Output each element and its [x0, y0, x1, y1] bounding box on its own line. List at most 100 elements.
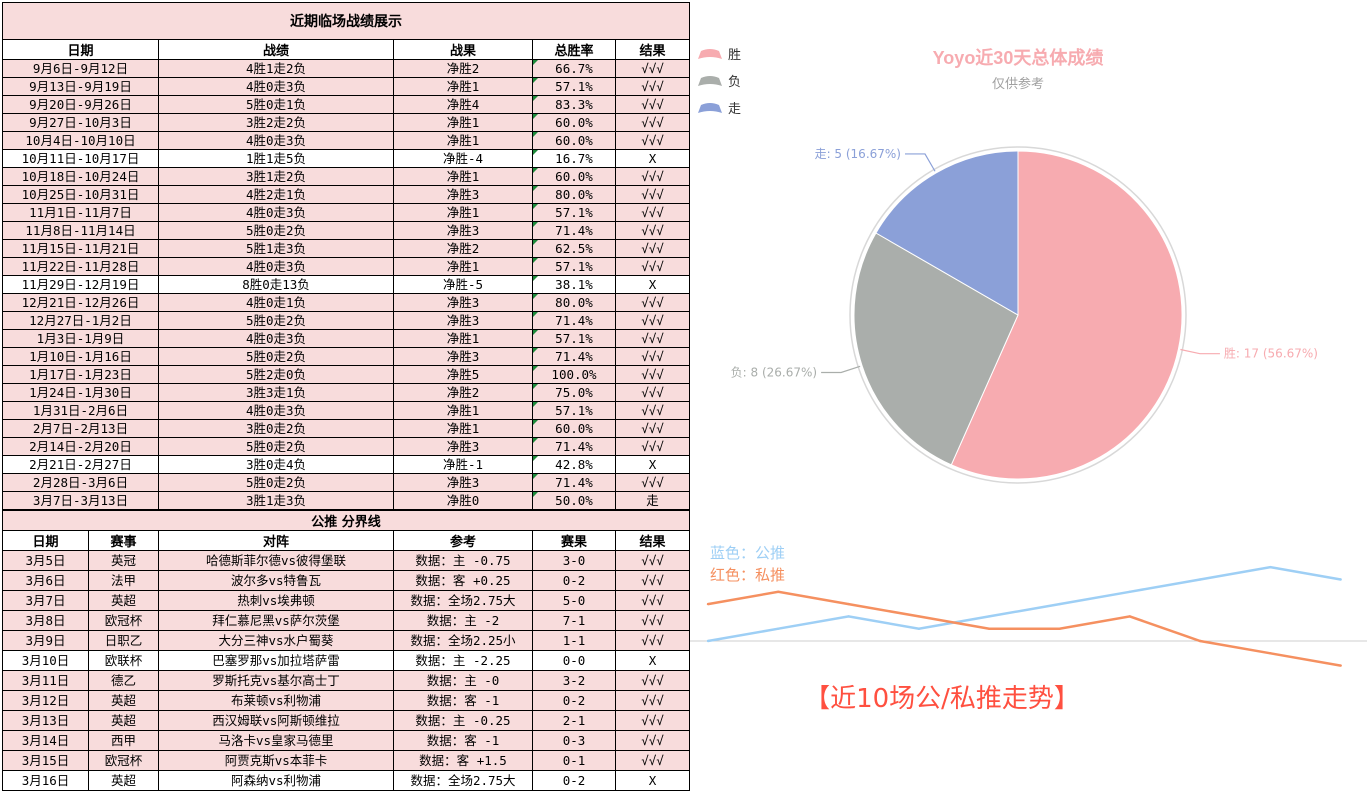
col-record-cell: 3胜1走2负 [158, 167, 394, 186]
pie-slice-label-2: 走: 5 (16.67%) [815, 147, 901, 161]
col-match-cell: 阿贾克斯vs本菲卡 [158, 750, 394, 771]
trend-point [988, 615, 991, 618]
trend-point [777, 590, 780, 593]
col-reference-cell: 数据：全场2.25小 [393, 630, 533, 651]
col-result-cell: √√√ [614, 630, 691, 651]
col-winrate-cell: 57.1% [532, 257, 616, 276]
col-result-cell: √√√ [614, 185, 691, 204]
col-score-cell: 0-2 [532, 770, 616, 791]
col-record-cell: 5胜0走2负 [158, 473, 394, 492]
col-outcome-cell: 净胜-5 [393, 275, 533, 294]
col-date-cell: 11月15日-11月21日 [2, 239, 159, 258]
col-result-cell: √√√ [614, 113, 691, 132]
legend-item-label[interactable]: 胜 [728, 48, 741, 63]
col-date-cell: 10月4日-10月10日 [2, 131, 159, 150]
col-reference-cell: 数据：主 -0 [393, 670, 533, 691]
table-row: 10月18日-10月24日 3胜1走2负 净胜1 60.0% √√√ [2, 167, 691, 186]
col-outcome-cell: 净胜5 [393, 365, 533, 384]
col-record-cell: 4胜0走3负 [158, 203, 394, 222]
col-reference-cell: 数据：主 -2.25 [393, 650, 533, 671]
col-record-cell: 4胜0走3负 [158, 401, 394, 420]
col-score-cell: 0-1 [532, 750, 616, 771]
col-outcome-cell: 净胜3 [393, 311, 533, 330]
col-result-cell: √√√ [614, 419, 691, 438]
col-match-cell: 波尔多vs特鲁瓦 [158, 570, 394, 591]
table-row: 10月25日-10月31日 4胜2走1负 净胜3 80.0% √√√ [2, 185, 691, 204]
col-result-cell: √√√ [614, 473, 691, 492]
table-row: 9月20日-9月26日 5胜0走1负 净胜4 83.3% √√√ [2, 95, 691, 114]
legend-swatch-icon[interactable] [698, 76, 722, 86]
col-outcome-cell: 净胜2 [393, 383, 533, 402]
col-date-cell: 2月14日-2月20日 [2, 437, 159, 456]
trend-point [1198, 639, 1202, 643]
pie-slice-2 [875, 150, 1019, 316]
trend-point [1058, 602, 1061, 606]
col-match-cell: 热刺vs埃弗顿 [158, 590, 394, 611]
col-date-cell: 3月5日 [2, 550, 89, 571]
table-row: 3月7日 英超 热刺vs埃弗顿 数据：全场2.75大 5-0 √√√ [2, 590, 691, 611]
table-row: 3月16日 英超 阿森纳vs利物浦 数据：全场2.75大 0-2 X [2, 770, 691, 791]
col-result-cell: X [614, 149, 691, 168]
col-match-cell: 巴塞罗那vs加拉塔萨雷 [158, 650, 394, 671]
col-winrate-cell: 60.0% [532, 419, 616, 438]
col-winrate-cell: 71.4% [532, 473, 616, 492]
col-header-score: 赛果 [532, 530, 616, 551]
col-result-cell: X [614, 650, 691, 671]
col-winrate-cell: 38.1% [532, 275, 616, 294]
col-outcome-cell: 净胜1 [393, 167, 533, 186]
table-row: 3月12日 英超 布莱顿vs利物浦 数据：客 -1 0-2 √√√ [2, 690, 691, 711]
col-header-result: 结果 [614, 530, 691, 551]
col-outcome-cell: 净胜3 [393, 437, 533, 456]
col-result-cell: √√√ [614, 257, 691, 276]
col-record-cell: 4胜0走3负 [158, 131, 394, 150]
pie-leader-line-2 [905, 153, 936, 172]
col-record-cell: 3胜0走2负 [158, 419, 394, 438]
col-league-cell: 英超 [88, 770, 159, 791]
col-league-cell: 欧冠杯 [88, 750, 159, 771]
col-league-cell: 英超 [88, 710, 159, 731]
legend-swatch-icon[interactable] [698, 49, 722, 59]
col-date-cell: 9月20日-9月26日 [2, 95, 159, 114]
col-date-cell: 10月18日-10月24日 [2, 167, 159, 186]
col-match-cell: 罗斯托克vs基尔高士丁 [158, 670, 394, 691]
col-date-cell: 11月1日-11月7日 [2, 203, 159, 222]
trend-series [706, 565, 1342, 667]
legend-item-label[interactable]: 走 [728, 102, 741, 117]
col-winrate-cell: 66.7% [532, 59, 616, 78]
col-result-cell: √√√ [614, 750, 691, 771]
legend-swatch-icon[interactable] [698, 103, 722, 113]
col-date-cell: 11月8日-11月14日 [2, 221, 159, 240]
col-result-cell: √√√ [614, 131, 691, 150]
col-result-cell: X [614, 770, 691, 791]
col-date-cell: 3月10日 [2, 650, 89, 671]
col-date-cell: 1月17日-1月23日 [2, 365, 159, 384]
col-date-cell: 3月6日 [2, 570, 89, 591]
table-row: 9月27日-10月3日 3胜2走2负 净胜1 60.0% √√√ [2, 113, 691, 132]
col-winrate-cell: 83.3% [532, 95, 616, 114]
col-league-cell: 西甲 [88, 730, 159, 751]
col-outcome-cell: 净胜1 [393, 131, 533, 150]
trend-point [1269, 566, 1272, 569]
pie-slice-label-0: 胜: 17 (56.67%) [1224, 346, 1318, 361]
col-record-cell: 3胜3走1负 [158, 383, 394, 402]
col-header-date: 日期 [2, 39, 159, 60]
col-league-cell: 英超 [88, 590, 159, 611]
col-record-cell: 4胜0走3负 [158, 329, 394, 348]
col-result-cell: X [614, 455, 691, 474]
trend-point [1128, 615, 1131, 618]
legend-item-label[interactable]: 负 [728, 75, 741, 90]
trend-point [847, 615, 850, 618]
col-winrate-cell: 16.7% [532, 149, 616, 168]
trend-series-line-1 [707, 590, 1341, 667]
trend-point [1339, 664, 1342, 667]
col-result-cell: √√√ [614, 730, 691, 751]
col-record-cell: 3胜1走3负 [158, 491, 394, 510]
col-match-cell: 哈德斯菲尔德vs彼得堡联 [158, 550, 394, 571]
table-row: 10月4日-10月10日 4胜0走3负 净胜1 60.0% √√√ [2, 131, 691, 150]
col-record-cell: 5胜0走2负 [158, 437, 394, 456]
col-result-cell: √√√ [614, 239, 691, 258]
table-row: 1月17日-1月23日 5胜2走0负 净胜5 100.0% √√√ [2, 365, 691, 384]
col-reference-cell: 数据：全场2.75大 [393, 590, 533, 611]
col-record-cell: 4胜1走2负 [158, 59, 394, 78]
col-record-cell: 4胜0走3负 [158, 77, 394, 96]
